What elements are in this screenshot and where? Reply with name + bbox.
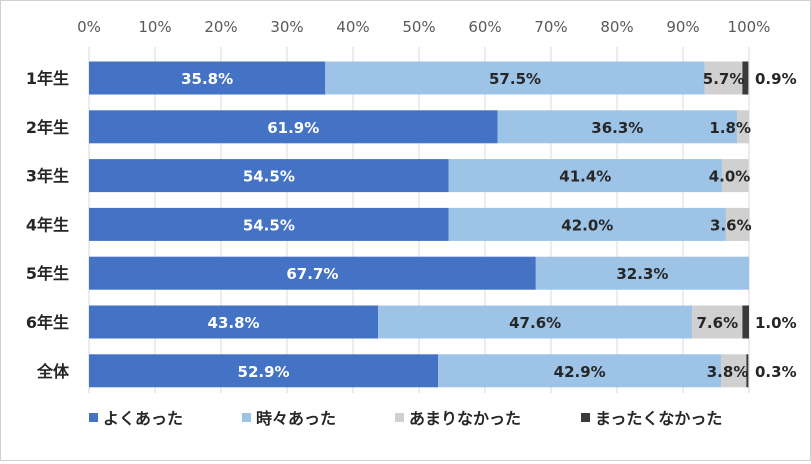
bar-segment	[448, 159, 722, 193]
x-tick-label: 100%	[728, 18, 771, 36]
x-tick-label: 80%	[600, 18, 633, 36]
bar-segment	[89, 207, 449, 241]
bar-segment	[438, 354, 722, 388]
x-tick-label: 90%	[666, 18, 699, 36]
bar-segment	[89, 159, 449, 193]
bar-segment	[737, 110, 749, 144]
data-label: 61.9%	[267, 119, 319, 137]
data-label: 42.9%	[554, 363, 606, 381]
bar-segment	[325, 61, 705, 95]
bar-segment	[742, 305, 749, 339]
data-label: 43.8%	[208, 314, 260, 332]
bar-segment	[89, 305, 379, 339]
data-label: 3.6%	[710, 216, 752, 234]
x-tick-label: 70%	[534, 18, 567, 36]
bar-segment	[497, 110, 738, 144]
bar-segment	[725, 207, 750, 241]
x-tick-label: 60%	[468, 18, 501, 36]
data-label: 35.8%	[181, 70, 233, 88]
category-label: 4年生	[26, 215, 69, 234]
data-label: 32.3%	[616, 265, 668, 283]
data-label: 54.5%	[243, 216, 295, 234]
x-tick-label: 20%	[204, 18, 237, 36]
bar-segment	[89, 354, 439, 388]
category-label: 6年生	[26, 313, 69, 332]
data-label: 42.0%	[561, 216, 613, 234]
bar-segment	[89, 256, 536, 290]
category-label: 2年生	[26, 118, 69, 137]
category-label: 1年生	[26, 69, 69, 88]
data-label: 36.3%	[591, 119, 643, 137]
legend-swatch	[395, 413, 404, 422]
x-tick-label: 50%	[402, 18, 435, 36]
bar-segment	[721, 354, 747, 388]
bar-segment	[742, 61, 749, 95]
legend-swatch	[242, 413, 251, 422]
category-label: 5年生	[26, 264, 69, 283]
data-label: 41.4%	[559, 168, 611, 186]
data-label: 1.8%	[709, 119, 751, 137]
bar-segment	[721, 159, 749, 193]
bar-segment	[746, 354, 749, 388]
data-label: 4.0%	[709, 168, 751, 186]
legend-label: 時々あった	[256, 409, 336, 428]
data-label: 7.6%	[697, 314, 739, 332]
category-label: 3年生	[26, 167, 69, 186]
x-tick-label: 30%	[270, 18, 303, 36]
legend-label: まったくなかった	[595, 409, 722, 428]
x-tick-label: 10%	[138, 18, 171, 36]
legend-label: よくあった	[103, 409, 183, 428]
legend-swatch	[581, 413, 590, 422]
bar-segment	[704, 61, 743, 95]
data-label: 52.9%	[238, 363, 290, 381]
x-tick-label: 0%	[77, 18, 101, 36]
data-label: 54.5%	[243, 168, 295, 186]
legend-label: あまりなかった	[409, 409, 521, 428]
data-label: 57.5%	[489, 70, 541, 88]
x-tick-label: 40%	[336, 18, 369, 36]
data-label: 47.6%	[509, 314, 561, 332]
data-label: 5.7%	[703, 70, 745, 88]
data-label: 0.3%	[755, 363, 797, 381]
data-label: 0.9%	[755, 70, 797, 88]
bar-segment	[378, 305, 693, 339]
bar-segment	[89, 61, 326, 95]
data-label: 1.0%	[755, 314, 797, 332]
bar-segment	[89, 110, 498, 144]
data-label: 67.7%	[286, 265, 338, 283]
category-label: 全体	[36, 362, 70, 381]
bar-segment	[448, 207, 726, 241]
data-label: 3.8%	[707, 363, 749, 381]
bar-segment	[692, 305, 743, 339]
bar-segment	[535, 256, 749, 290]
legend-swatch	[89, 413, 98, 422]
